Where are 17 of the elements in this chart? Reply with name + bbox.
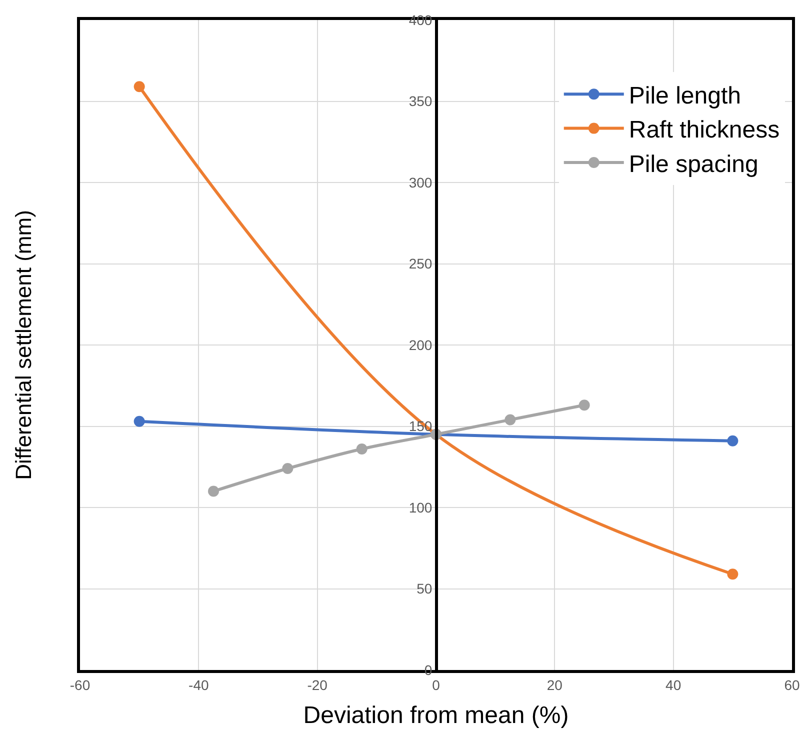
x-axis-title: Deviation from mean (%) xyxy=(303,702,569,730)
x-tick-label: 20 xyxy=(546,676,563,693)
y-tick-label: 50 xyxy=(416,580,432,597)
legend-label: Pile length xyxy=(628,82,741,110)
y-tick-label: 250 xyxy=(408,256,432,272)
legend-label: Pile spacing xyxy=(628,150,758,178)
x-tick-label: 40 xyxy=(666,676,682,693)
x-tick-label: -60 xyxy=(70,676,90,693)
legend-label: Raft thickness xyxy=(628,116,780,144)
y-axis-title: Differential settlement (mm) xyxy=(10,210,36,480)
y-tick-label: 300 xyxy=(408,174,432,190)
y-tick-label: 200 xyxy=(408,336,432,353)
x-tick-label: -40 xyxy=(188,676,209,693)
y-tick-label: 100 xyxy=(408,499,432,516)
y-tick-label: 350 xyxy=(408,93,432,110)
x-tick-label: 60 xyxy=(784,676,800,693)
x-tick-label: -20 xyxy=(307,676,328,693)
